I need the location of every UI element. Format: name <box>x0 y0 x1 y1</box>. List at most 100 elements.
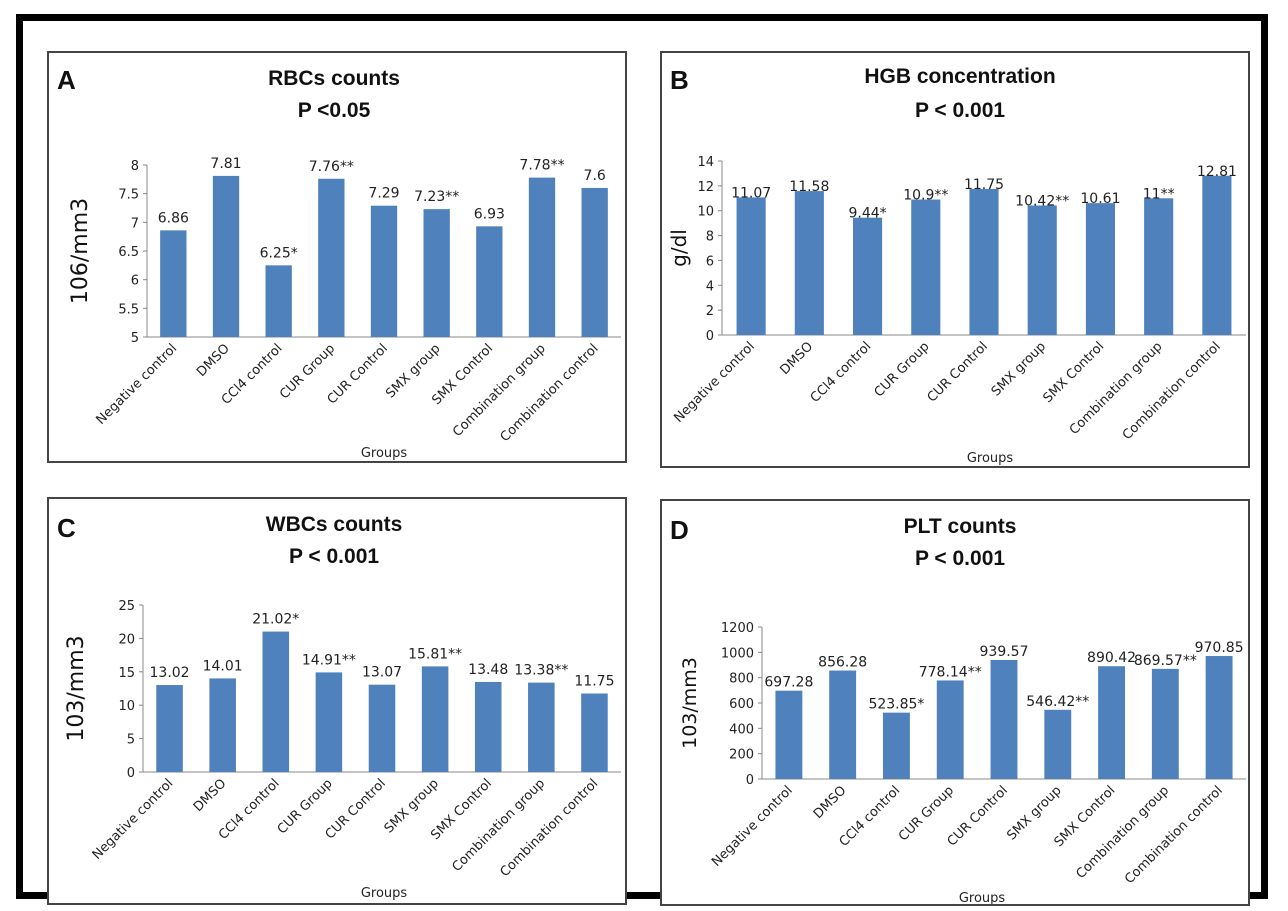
data-label: 939.57 <box>980 644 1029 660</box>
bar <box>421 666 449 772</box>
bar <box>829 670 857 779</box>
bar <box>794 191 824 335</box>
x-tick-label: Combination control <box>497 776 601 880</box>
chart-subtitle: P < 0.001 <box>915 99 1005 122</box>
data-label: 21.02* <box>252 612 299 628</box>
y-tick-label: 200 <box>729 748 754 763</box>
x-tick-label: Combination group <box>449 776 548 875</box>
y-tick-label: 7.5 <box>118 188 139 203</box>
chart-title: RBCs counts <box>268 67 400 90</box>
data-label: 13.38** <box>514 663 568 679</box>
data-label: 15.81** <box>408 646 462 662</box>
data-label: 7.6 <box>584 168 606 184</box>
y-tick-label: 1200 <box>721 621 754 636</box>
panel-a: A RBCs counts P <0.05 5 5.5 6 6.5 7 7.5 8 106/mm3 6… <box>47 51 627 463</box>
y-tick-label: 5.5 <box>118 302 139 317</box>
bar <box>318 178 345 337</box>
data-label: 970.85 <box>1195 640 1244 656</box>
y-axis-label: 103/mm3 <box>64 635 89 741</box>
x-tick-label: Combination group <box>1073 783 1172 882</box>
bar <box>736 197 766 335</box>
data-label: 11.07 <box>731 185 771 201</box>
bar <box>528 177 556 337</box>
data-label: 6.25* <box>260 245 298 261</box>
y-tick-label: 20 <box>118 632 135 647</box>
bar <box>423 209 450 337</box>
bar <box>315 672 343 772</box>
y-tick-label: 6 <box>131 274 139 289</box>
bar <box>1144 198 1174 335</box>
y-axis-label: 103/mm3 <box>679 657 701 749</box>
x-tick-label: Negative control <box>709 783 796 870</box>
bar <box>1044 709 1072 779</box>
y-tick-label: 6 <box>706 254 714 269</box>
chart-title: HGB concentration <box>864 65 1055 88</box>
data-label: 869.57** <box>1134 653 1197 669</box>
bar <box>474 681 502 772</box>
panel-b: B HGB concentration P < 0.001 0 2 4 6 8 10 12 14 g/… <box>660 51 1250 468</box>
bar <box>1202 175 1232 335</box>
data-label: 11.75 <box>574 674 614 690</box>
data-label: 7.23** <box>414 189 459 205</box>
data-label: 13.48 <box>468 662 508 678</box>
chart-subtitle: P < 0.001 <box>915 547 1005 570</box>
bar <box>1027 205 1057 335</box>
y-tick-label: 10 <box>118 699 135 714</box>
bar <box>370 205 398 337</box>
x-axis-label: Groups <box>361 446 408 461</box>
y-tick-label: 25 <box>118 599 135 614</box>
data-label: 14.91** <box>302 652 356 668</box>
data-label: 7.78** <box>519 158 564 174</box>
data-label: 13.02 <box>150 665 190 681</box>
bar <box>581 693 608 772</box>
bar <box>265 265 292 337</box>
figure-frame: A RBCs counts P <0.05 5 5.5 6 6.5 7 7.5 8 106/mm3 6… <box>16 14 1268 906</box>
bar <box>476 226 503 337</box>
x-tick-label: Combination control <box>1122 783 1226 887</box>
y-tick-label: 10 <box>697 205 714 220</box>
data-label: 11.58 <box>789 179 829 195</box>
bar <box>911 199 941 335</box>
bar <box>160 230 187 337</box>
bar <box>212 175 240 337</box>
y-tick-label: 1000 <box>721 646 754 661</box>
x-tick-label: Negative control <box>94 341 181 428</box>
data-label: 11** <box>1143 186 1175 202</box>
panel-letter: D <box>670 515 689 545</box>
chart-subtitle: P <0.05 <box>298 99 371 122</box>
data-label: 7.76** <box>309 159 354 175</box>
panel-d: D PLT counts P < 0.001 0 200 400 600 800 1000 120… <box>660 499 1250 906</box>
y-tick-label: 0 <box>706 329 714 344</box>
y-tick-label: 5 <box>127 733 135 748</box>
bar <box>969 188 999 335</box>
data-label: 11.75 <box>964 177 1004 193</box>
data-label: 10.9** <box>903 188 948 204</box>
y-tick-label: 400 <box>729 722 754 737</box>
data-label: 9.44* <box>848 206 886 222</box>
y-tick-label: 7 <box>131 216 139 231</box>
data-label: 6.93 <box>474 206 505 222</box>
panel-letter: C <box>57 513 76 543</box>
y-tick-label: 600 <box>729 697 754 712</box>
data-label: 7.29 <box>368 186 399 202</box>
panel-c: C WBCs counts P < 0.001 0 5 10 15 20 25 103/mm3 13… <box>47 497 627 905</box>
y-tick-label: 8 <box>131 159 139 174</box>
x-tick-label: CUR Control <box>925 339 991 405</box>
chart-3-svg: D PLT counts P < 0.001 0 200 400 600 800 1000 120… <box>670 515 1246 904</box>
chart-0-svg: A RBCs counts P <0.05 5 5.5 6 6.5 7 7.5 8 106/mm3 6… <box>57 65 621 461</box>
bar <box>1151 668 1179 779</box>
y-tick-label: 800 <box>729 672 754 687</box>
bar <box>209 678 236 772</box>
y-tick-label: 6.5 <box>118 245 139 260</box>
bar <box>156 685 183 772</box>
bar <box>368 684 396 772</box>
data-label: 697.28 <box>764 675 813 691</box>
chart-title: PLT counts <box>904 515 1017 538</box>
x-axis-label: Groups <box>361 886 408 901</box>
x-tick-label: Combination control <box>498 341 602 445</box>
bar <box>262 631 290 772</box>
bar <box>775 690 803 779</box>
data-label: 12.81 <box>1197 164 1237 180</box>
bar <box>581 187 608 337</box>
data-label: 6.86 <box>158 210 189 226</box>
